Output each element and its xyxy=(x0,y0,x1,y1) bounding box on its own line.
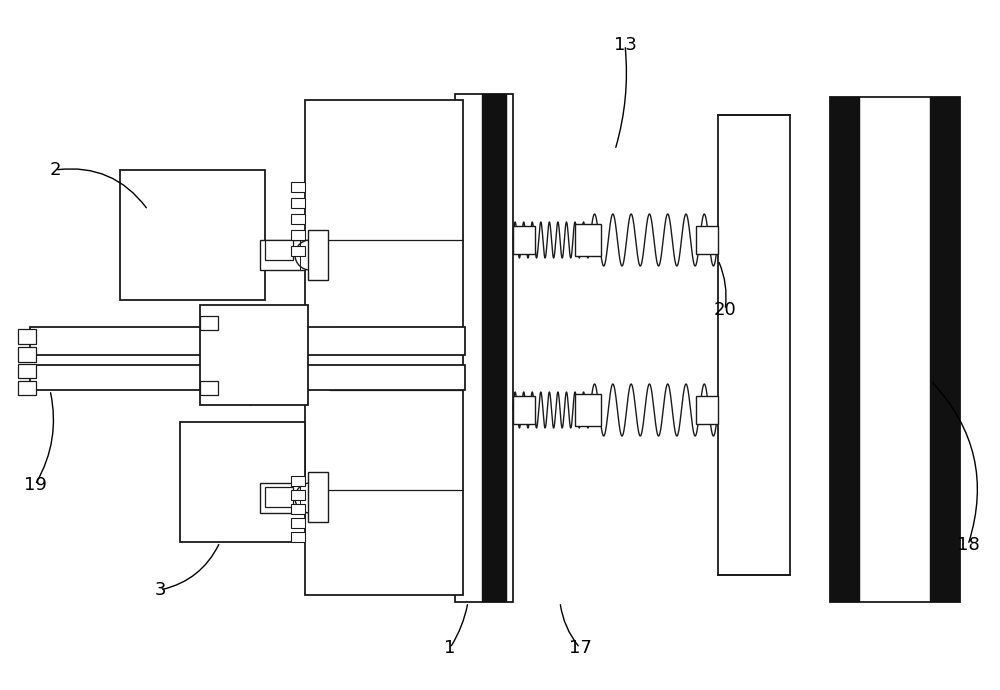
Circle shape xyxy=(295,483,325,513)
Circle shape xyxy=(295,240,325,270)
Bar xyxy=(260,483,305,513)
Bar xyxy=(291,246,305,256)
Bar xyxy=(180,422,305,542)
Bar xyxy=(291,230,305,240)
Text: 17: 17 xyxy=(569,639,591,657)
Bar xyxy=(18,381,36,395)
Bar xyxy=(291,532,305,542)
Bar xyxy=(120,170,265,300)
Bar xyxy=(291,198,305,208)
Text: 2: 2 xyxy=(49,161,61,179)
Bar xyxy=(575,394,601,426)
Bar xyxy=(455,94,513,602)
Text: 18: 18 xyxy=(957,536,979,554)
Bar xyxy=(513,226,535,254)
Text: 13: 13 xyxy=(614,36,636,54)
Bar xyxy=(18,364,36,378)
Bar xyxy=(18,329,36,344)
Bar xyxy=(930,97,960,602)
Bar xyxy=(200,316,218,330)
Bar xyxy=(30,327,465,355)
Bar xyxy=(291,490,305,500)
Bar xyxy=(30,365,465,390)
Bar xyxy=(260,240,305,270)
Bar xyxy=(200,381,218,395)
Bar xyxy=(482,94,507,602)
Bar xyxy=(696,396,718,424)
Bar xyxy=(513,396,535,424)
Bar xyxy=(18,347,36,362)
Bar xyxy=(718,115,790,575)
Text: 1: 1 xyxy=(444,639,456,657)
Bar xyxy=(830,97,960,602)
Bar xyxy=(291,182,305,192)
Bar xyxy=(308,230,328,280)
Bar xyxy=(200,305,308,405)
Bar xyxy=(308,472,328,522)
Bar xyxy=(696,226,718,254)
Text: 3: 3 xyxy=(154,581,166,599)
Bar xyxy=(291,518,305,528)
Bar xyxy=(291,214,305,224)
Bar xyxy=(830,97,860,602)
Bar xyxy=(305,100,463,595)
Bar xyxy=(575,224,601,256)
Text: 19: 19 xyxy=(24,476,46,494)
Bar xyxy=(265,487,293,507)
Text: 20: 20 xyxy=(714,301,736,319)
Bar xyxy=(265,240,293,260)
Bar xyxy=(291,476,305,486)
Bar xyxy=(291,504,305,514)
